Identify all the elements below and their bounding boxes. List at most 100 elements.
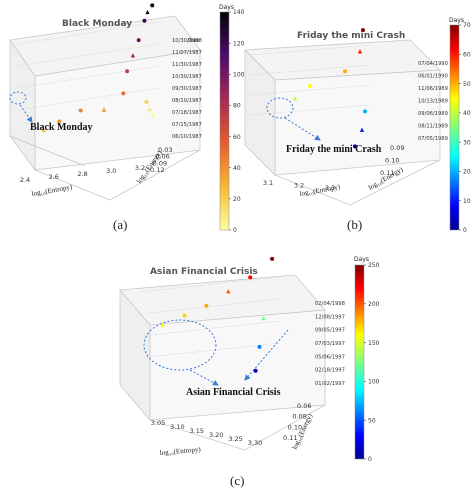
y-tick-label: 0.09	[390, 144, 404, 152]
panel-a-ticks: 2.4 2.6 2.8 3.0 3.2 0.030.060.090.12 10/30/198…	[20, 38, 202, 184]
x-tick-label: 3.20	[209, 431, 223, 439]
x-tick-label: 3.05	[151, 419, 165, 427]
x-tick-label: 2.4	[20, 176, 30, 184]
panel-a-title: Black Monday	[62, 19, 132, 29]
panel-b-title: Friday the mini Crash	[297, 31, 405, 41]
data-point	[353, 144, 357, 149]
colorbar-tick-label: 0	[233, 227, 237, 234]
data-point	[160, 322, 165, 328]
data-point	[248, 275, 253, 280]
y-tick-label: 0.09	[153, 159, 167, 167]
panel-b-xlabel: log₁₀(Entropy)	[299, 183, 341, 198]
panel-a-xlabel: log₁₀(Entropy)	[31, 183, 73, 198]
y-tick-label: 0.11	[283, 434, 297, 442]
z-tick-label: 11/06/1989	[418, 86, 448, 92]
panel-a: Black Monday 2.4 2.6 2.8 3.0 3.2 0.030.060.09…	[9, 3, 245, 234]
colorbar-tick-label: 30	[463, 139, 471, 146]
panel-c-ticks: 3.05 3.10 3.15 3.20 3.25 3.30 0.06 0.08 0.10 0.11…	[151, 301, 345, 447]
panel-c-annotation: Asian Financial Crisis	[186, 387, 281, 398]
z-tick-label: 06/10/1987	[172, 134, 202, 140]
gridline	[17, 87, 159, 111]
x-tick-label: 3.25	[228, 435, 242, 443]
panel-b-highlight-ellipse	[266, 97, 294, 119]
gridline	[139, 342, 281, 359]
data-point	[101, 107, 107, 112]
y-tick-label: 0.11	[380, 169, 394, 177]
data-point	[125, 69, 130, 74]
data-point	[78, 108, 83, 113]
gridline	[17, 65, 159, 89]
colorbar-tick-label: 100	[233, 71, 245, 78]
panel-b-annotation: Friday the mini Crash	[286, 144, 382, 155]
panel-c-points	[160, 256, 275, 373]
colorbar-tick-label: 10	[463, 198, 471, 205]
panel-a-zlabel: Date	[188, 38, 200, 44]
gridline	[249, 44, 371, 56]
data-point	[182, 313, 187, 318]
panel-a-box	[9, 15, 201, 201]
data-point	[359, 127, 365, 132]
data-point	[253, 368, 258, 373]
z-tick-label: 09/30/1987	[172, 86, 202, 92]
panel-c-arrow-left	[189, 369, 219, 386]
colorbar-tick-label: 200	[368, 301, 380, 308]
data-point	[41, 127, 46, 132]
data-point	[57, 119, 62, 124]
y-tick-label: 0.10	[385, 157, 399, 165]
colorbar-tick-label: 60	[463, 51, 471, 58]
z-tick-label: 12/07/1987	[172, 50, 202, 56]
data-point	[136, 38, 141, 43]
panel-c-box	[119, 274, 326, 451]
x-tick-label: 2.6	[49, 173, 59, 181]
z-tick-label: 12/08/1997	[315, 314, 345, 320]
x-tick-label: 2.8	[77, 170, 87, 178]
data-point	[363, 109, 367, 114]
panel-a-arrow	[19, 104, 33, 123]
panel-b: Friday the mini Crash 3.1 3.2 3.3 0.09 0.10 0…	[244, 17, 471, 234]
panel-c-gridlines	[139, 276, 281, 359]
data-point	[144, 99, 149, 104]
gridline	[249, 84, 371, 96]
colorbar-tick-label: 40	[233, 165, 241, 172]
y-tick-label: 0.12	[150, 166, 164, 174]
panel-c-colorbar	[354, 264, 365, 460]
colorbar-tick-label: 40	[463, 110, 471, 117]
panel-c-highlight-ellipse	[143, 319, 217, 371]
y-tick-label: 0.06	[297, 402, 311, 410]
z-tick-label: 10/30/1987	[172, 74, 202, 80]
data-point	[204, 303, 209, 308]
panel-b-colorbar	[449, 24, 460, 231]
y-tick-label: 0.03	[158, 146, 172, 154]
x-tick-label: 3.0	[106, 167, 116, 175]
z-tick-label: 07/03/1997	[315, 341, 345, 347]
panel-b-colorbar-ticks: 0 10 20 30 40 50 60 70	[459, 22, 471, 234]
z-tick-label: 07/18/1987	[172, 110, 202, 116]
x-tick-label: 3.15	[190, 427, 204, 435]
x-tick-label: 3.2	[294, 182, 304, 190]
colorbar-tick-label: 20	[463, 169, 471, 176]
data-point	[121, 91, 126, 96]
colorbar-tick-label: 120	[233, 40, 245, 47]
x-tick-label: 3.1	[263, 179, 273, 187]
panel-c-colorbar-ticks: 0 50 100 150 200 250	[364, 262, 380, 463]
data-point	[147, 106, 152, 111]
x-tick-label: 3.30	[248, 439, 262, 447]
panel-c: Asian Financial Crisis 3.05 3.10 3.15 3.20 3…	[119, 256, 380, 488]
panel-c-title: Asian Financial Crisis	[150, 267, 258, 277]
panel-a-points	[41, 3, 155, 132]
panel-c-label: (c)	[230, 473, 244, 488]
data-point	[130, 53, 136, 58]
data-point	[270, 256, 275, 261]
data-point	[308, 83, 312, 88]
colorbar-tick-label: 0	[463, 227, 467, 234]
panel-c-colorbar-label: Days	[354, 256, 369, 263]
data-point	[361, 28, 365, 33]
y-tick-label: 0.06	[155, 153, 169, 161]
panel-a-colorbar-ticks: 0 20 40 60 80 100 120 140	[229, 9, 245, 234]
colorbar-tick-label: 50	[463, 81, 471, 88]
gridline	[139, 276, 281, 293]
data-point	[261, 315, 266, 321]
y-tick-label: 0.10	[288, 423, 302, 431]
gridline	[17, 21, 159, 45]
